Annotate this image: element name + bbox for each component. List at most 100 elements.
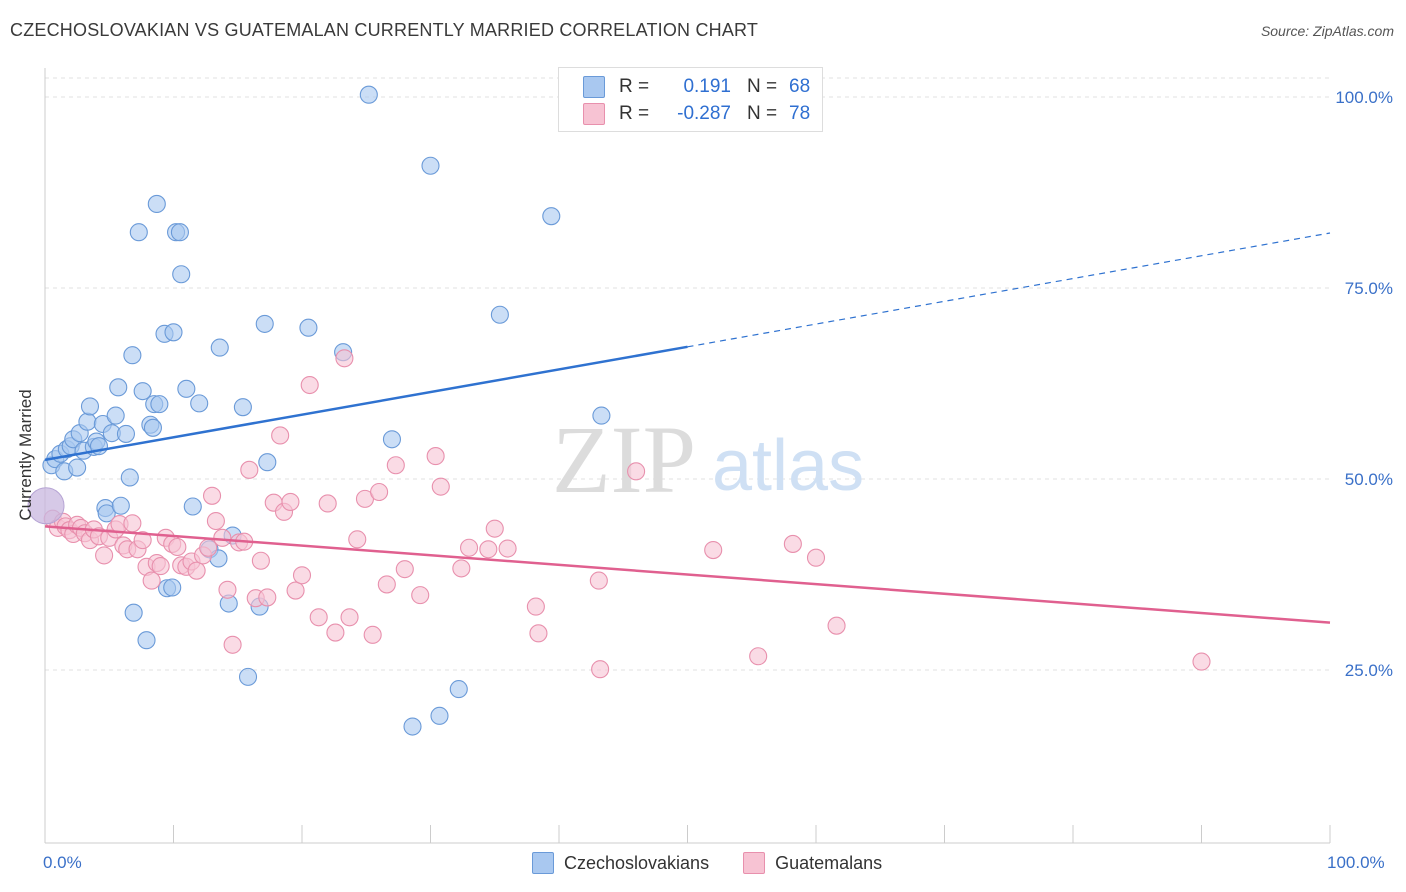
data-point — [240, 460, 259, 479]
data-point — [529, 624, 548, 643]
n-label: N = — [747, 103, 778, 124]
data-point — [150, 395, 169, 414]
legend-item-czechoslovakians[interactable]: Czechoslovakians — [532, 852, 709, 874]
data-point — [452, 559, 471, 578]
data-point — [143, 418, 162, 437]
data-point — [163, 578, 182, 597]
y-tick-labels: 25.0% 50.0% 75.0% 100.0% — [1335, 88, 1393, 680]
data-point — [430, 706, 449, 725]
r-label: R = — [619, 103, 650, 124]
blue-swatch — [583, 76, 605, 98]
trendline-czechoslovakians — [44, 345, 688, 462]
data-point — [147, 194, 166, 214]
pink-swatch — [743, 852, 766, 874]
data-point — [123, 346, 142, 365]
source-label: Source: ZipAtlas.com — [1260, 23, 1394, 39]
data-point — [97, 504, 116, 523]
data-point — [142, 571, 161, 590]
y-tick-label: 25.0% — [1345, 661, 1393, 680]
data-point — [704, 541, 723, 560]
data-point — [170, 223, 189, 242]
data-point — [183, 497, 202, 516]
data-point — [233, 398, 252, 417]
watermark-zip: ZIP — [552, 406, 696, 513]
data-point — [589, 571, 608, 590]
data-point — [95, 546, 114, 565]
data-point — [281, 492, 300, 511]
data-point — [258, 588, 277, 607]
data-point — [806, 548, 826, 567]
r-value: 0.191 — [683, 76, 731, 97]
data-point — [120, 468, 139, 487]
trendline-czechoslovakians-projection — [687, 232, 1331, 348]
n-label: N = — [747, 76, 778, 97]
axes — [44, 68, 1331, 844]
data-point — [542, 207, 561, 226]
data-point — [187, 561, 206, 580]
data-point — [133, 531, 152, 550]
blue-swatch — [532, 852, 554, 874]
n-value: 78 — [789, 103, 811, 124]
data-point — [498, 539, 517, 558]
data-point — [190, 394, 209, 413]
data-point — [258, 453, 277, 472]
legend-label: Czechoslovakians — [564, 852, 710, 873]
series-legend: Czechoslovakians Guatemalans — [532, 852, 916, 874]
data-point — [526, 597, 545, 616]
data-point — [210, 338, 229, 357]
data-point — [109, 378, 128, 397]
trendline-guatemalans — [44, 525, 1331, 624]
data-point — [80, 397, 100, 416]
data-point — [395, 560, 414, 579]
data-point — [411, 586, 430, 605]
data-point — [203, 486, 222, 505]
data-point — [172, 265, 191, 284]
r-label: R = — [619, 76, 650, 97]
data-point — [164, 323, 183, 342]
data-point — [27, 487, 65, 525]
data-point — [591, 660, 610, 679]
legend-item-guatemalans[interactable]: Guatemalans — [743, 852, 882, 874]
data-point — [363, 625, 382, 644]
data-point — [255, 314, 274, 333]
data-point — [382, 430, 402, 449]
data-point — [223, 635, 242, 654]
n-value: 68 — [789, 76, 811, 97]
data-point — [431, 477, 450, 496]
data-point — [421, 156, 440, 175]
data-point — [459, 538, 479, 557]
pink-swatch — [583, 103, 605, 125]
data-point — [348, 530, 367, 549]
data-point — [627, 462, 646, 481]
data-point — [335, 349, 354, 368]
data-point — [326, 623, 345, 642]
data-point — [449, 680, 468, 699]
data-point — [168, 537, 187, 557]
data-point — [251, 551, 270, 570]
data-point — [370, 482, 389, 502]
y-tick-label: 75.0% — [1345, 279, 1393, 298]
data-point — [783, 534, 802, 553]
legend-label: Guatemalans — [775, 852, 883, 873]
watermark-atlas: atlas — [712, 426, 864, 506]
correlation-legend: R = 0.191 N = 68 R = -0.287 N = 78 — [558, 67, 823, 132]
data-point — [386, 456, 405, 475]
legend-row-czechoslovakians: R = 0.191 N = 68 — [583, 75, 810, 99]
y-axis-label: Currently Married — [16, 389, 35, 521]
data-point — [106, 406, 125, 425]
data-point — [123, 514, 142, 533]
chart-title: CZECHOSLOVAKIAN VS GUATEMALAN CURRENTLY … — [10, 20, 759, 40]
data-point — [286, 581, 305, 600]
data-point — [111, 496, 130, 515]
y-tick-label: 50.0% — [1345, 470, 1393, 489]
data-point — [300, 375, 319, 395]
data-point — [377, 575, 396, 594]
data-point — [359, 85, 378, 104]
x-tick-label-min: 0.0% — [43, 853, 82, 872]
data-point — [78, 412, 97, 431]
data-point — [309, 608, 328, 627]
data-point — [592, 406, 611, 425]
data-point — [206, 511, 225, 531]
x-tick-label-max: 100.0% — [1327, 853, 1385, 872]
data-point — [318, 494, 337, 513]
